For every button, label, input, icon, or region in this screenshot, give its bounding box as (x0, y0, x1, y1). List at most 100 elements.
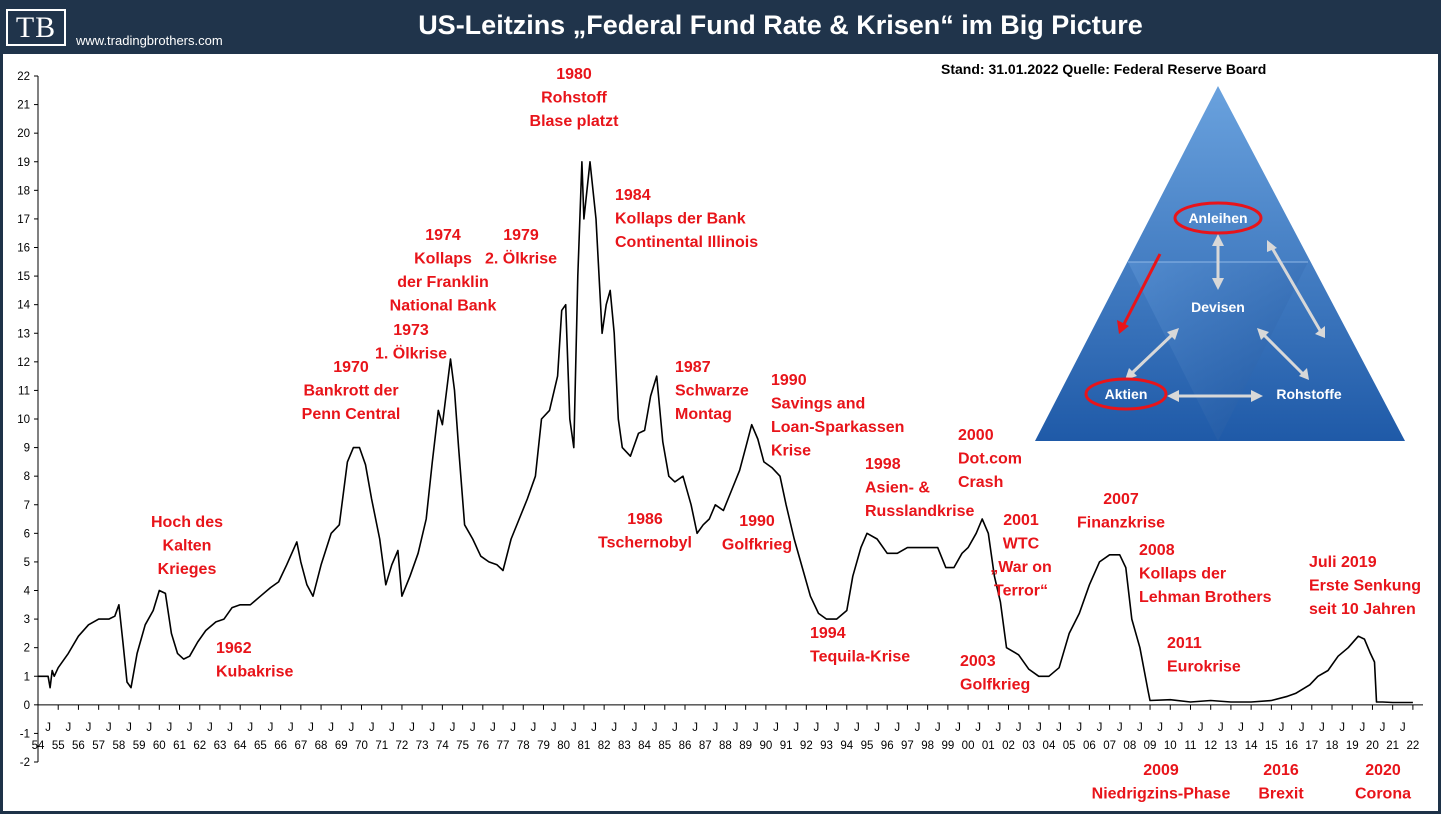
x-minor-label: J (1117, 722, 1123, 734)
y-tick-label: 8 (24, 471, 30, 483)
x-tick-label: 67 (294, 740, 307, 752)
asset-triangle: Anleihen Devisen Aktien Rohstoffe (1035, 86, 1405, 441)
x-tick-label: 91 (780, 740, 793, 752)
x-tick-label: 62 (193, 740, 206, 752)
x-minor-label: J (349, 722, 355, 734)
annotation-line: der Franklin (397, 274, 489, 291)
x-tick-label: 11 (1185, 740, 1197, 752)
annotation-line: 2016 (1263, 762, 1299, 779)
x-minor-label: J (45, 722, 51, 734)
x-minor-label: J (126, 722, 132, 734)
source-note: Stand: 31.01.2022 Quelle: Federal Reserv… (941, 61, 1266, 77)
annotation-line: 2. Ölkrise (485, 249, 557, 268)
annotation-line: 1974 (425, 227, 461, 244)
annotation-line: Erste Senkung (1309, 578, 1421, 595)
x-minor-label: J (1380, 722, 1386, 734)
x-minor-label: J (106, 722, 112, 734)
label-aktien: Aktien (1105, 386, 1148, 402)
x-tick-label: 13 (1225, 740, 1238, 752)
x-minor-label: J (1218, 722, 1224, 734)
x-minor-label: J (1056, 722, 1062, 734)
label-anleihen: Anleihen (1188, 210, 1247, 226)
axes (34, 75, 1423, 763)
y-tick-label: 12 (17, 357, 30, 369)
x-tick-label: 74 (436, 740, 449, 752)
x-tick-label: 79 (537, 740, 550, 752)
y-tick-label: 15 (17, 271, 30, 283)
x-minor-label: J (1339, 722, 1345, 734)
x-minor-label: J (490, 722, 496, 734)
x-tick-label: 65 (254, 740, 267, 752)
annotation-5: 1979 2. Ölkrise (485, 227, 557, 268)
plot-area: -2 -1 0 1 2 3 4 5 6 7 8 9 10 11 12 13 14 15 16 17 18 19 20 21 22… (3, 54, 1438, 811)
y-tick-label: 13 (17, 328, 30, 340)
y-tick-label: 14 (17, 300, 30, 312)
x-tick-label: 56 (72, 740, 85, 752)
x-minor-label: J (65, 722, 71, 734)
brand-logo[interactable]: TB (6, 9, 66, 46)
x-minor-label: J (1238, 722, 1244, 734)
annotation-line: Eurokrise (1167, 659, 1241, 676)
x-minor-label: J (530, 722, 536, 734)
annotation-line: Lehman Brothers (1139, 589, 1272, 606)
x-minor-label: J (955, 722, 961, 734)
annotation-19: 2011 Eurokrise (1167, 635, 1241, 676)
x-tick-label: 89 (739, 740, 752, 752)
x-minor-label: J (834, 722, 840, 734)
x-tick-label: 20 (1366, 740, 1379, 752)
y-tick-label: 11 (18, 385, 30, 397)
x-minor-label: J (167, 722, 173, 734)
annotation-line: Russlandkrise (865, 503, 974, 520)
annotation-line: 1973 (393, 322, 429, 339)
x-tick-label: 69 (335, 740, 348, 752)
website-link[interactable]: www.tradingbrothers.com (76, 33, 223, 48)
x-minor-label: J (874, 722, 880, 734)
annotation-line: Corona (1355, 786, 1411, 803)
triangle-inner (1128, 262, 1308, 441)
x-minor-label: J (207, 722, 213, 734)
annotation-line: 2003 (960, 653, 996, 670)
x-minor-label: J (389, 722, 395, 734)
x-minor-label: J (753, 722, 759, 734)
x-tick-label: 10 (1164, 740, 1177, 752)
annotation-18: 2008 Kollaps der Lehman Brothers (1139, 542, 1272, 606)
y-tick-label: 10 (17, 414, 30, 426)
annotation-line: Rohstoff (541, 90, 607, 107)
y-tick-label: 16 (17, 243, 30, 255)
y-tick-label: 7 (24, 500, 30, 512)
y-tick-label: -1 (20, 728, 30, 740)
annotation-line: Kollaps (414, 251, 472, 268)
annotation-line: 2008 (1139, 542, 1175, 559)
annotation-line: Kubakrise (216, 664, 293, 681)
annotation-line: Asien- & (865, 480, 930, 497)
y-tick-label: 20 (17, 128, 30, 140)
annotation-17: 2007 Finanzkrise (1077, 491, 1165, 532)
x-minor-label: J (935, 722, 941, 734)
annotation-15: 2001 WTC „War on Terror“ (990, 512, 1052, 600)
x-tick-label: 06 (1083, 740, 1096, 752)
annotation-line: 1962 (216, 640, 252, 657)
x-tick-label: 16 (1285, 740, 1298, 752)
annotation-line: Brexit (1258, 786, 1304, 803)
annotation-23: 2020 Corona (1355, 762, 1411, 803)
x-minor-label: J (1198, 722, 1204, 734)
annotation-8: 1986 Tschernobyl (598, 511, 692, 552)
y-tick-label: -2 (20, 757, 30, 769)
y-tick-label: 5 (24, 557, 30, 569)
x-minor-label: J (146, 722, 152, 734)
x-tick-label: 82 (598, 740, 611, 752)
x-tick-label: 04 (1043, 740, 1056, 752)
annotation-16: 2003 Golfkrieg (960, 653, 1030, 694)
annotation-9: 1987 Schwarze Montag (675, 359, 749, 423)
x-minor-label: J (227, 722, 233, 734)
x-tick-label: 72 (396, 740, 409, 752)
y-tick-label: 17 (17, 214, 30, 226)
annotation-line: 1987 (675, 359, 711, 376)
x-minor-label: J (409, 722, 415, 734)
annotation-10: 1990 Golfkrieg (722, 513, 792, 554)
x-minor-label: J (894, 722, 900, 734)
annotation-line: Kalten (163, 538, 212, 555)
x-tick-label: 88 (719, 740, 732, 752)
y-tick-label: 6 (24, 528, 30, 540)
annotation-line: 2020 (1365, 762, 1401, 779)
